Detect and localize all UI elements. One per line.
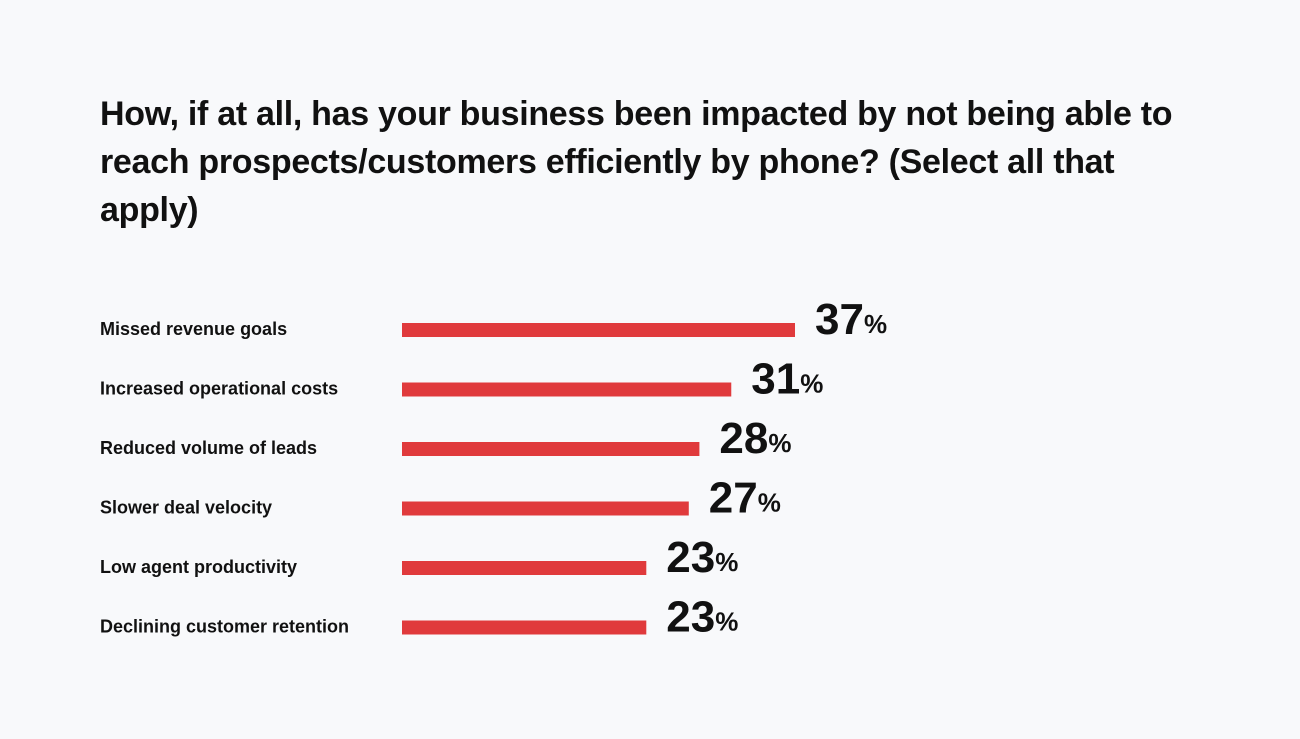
bar (402, 442, 700, 456)
category-label: Missed revenue goals (100, 319, 287, 339)
category-label: Increased operational costs (100, 378, 338, 398)
bar (402, 382, 732, 397)
value-label: 23% (666, 592, 738, 641)
category-label: Slower deal velocity (100, 497, 272, 517)
value-label: 28% (719, 414, 791, 463)
category-label: Declining customer retention (100, 616, 349, 636)
value-label: 23% (666, 533, 738, 582)
bar (402, 561, 647, 575)
bar (402, 501, 689, 516)
bar (402, 323, 795, 337)
bar (402, 620, 647, 635)
chart-title: How, if at all, has your business been i… (100, 95, 1173, 229)
category-label: Reduced volume of leads (100, 438, 317, 458)
value-label: 27% (709, 473, 781, 522)
value-label: 37% (815, 295, 887, 344)
value-label: 31% (751, 354, 823, 403)
category-label: Low agent productivity (100, 557, 297, 577)
